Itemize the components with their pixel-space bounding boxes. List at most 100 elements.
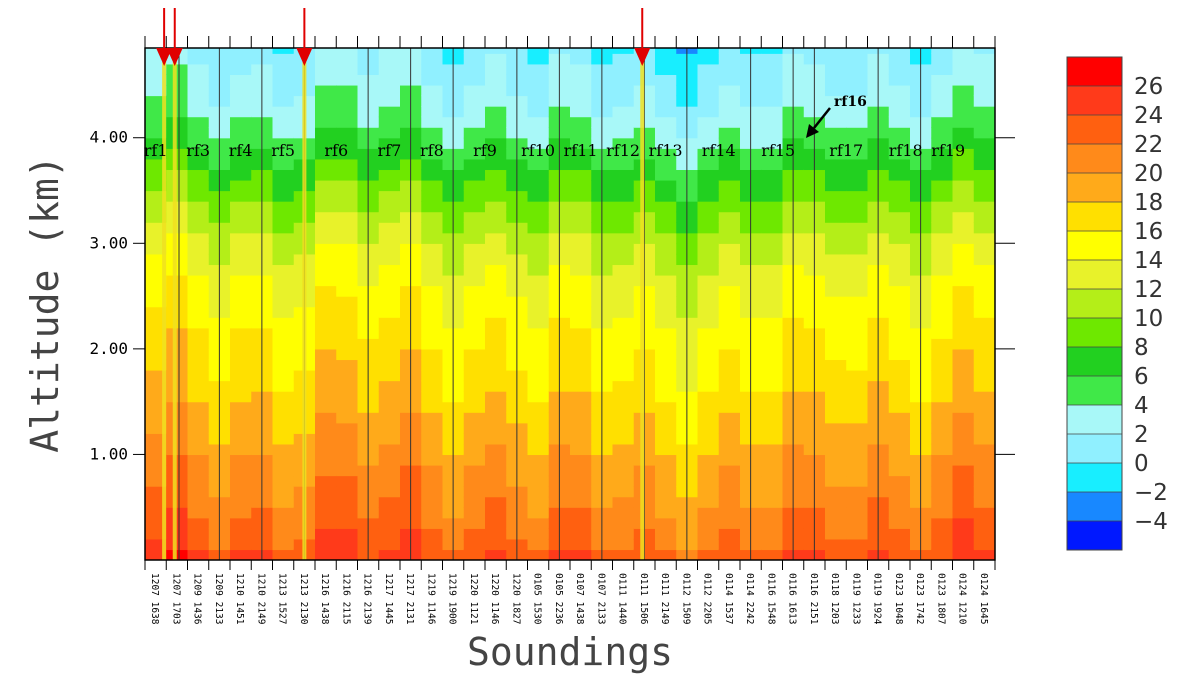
- heatmap-cell: [718, 517, 741, 529]
- heatmap-cell: [527, 359, 550, 371]
- heatmap-cell: [166, 201, 189, 213]
- heatmap-cell: [485, 517, 507, 529]
- heatmap-cell: [145, 348, 167, 361]
- heatmap-cell: [485, 116, 507, 128]
- heatmap-cell: [888, 454, 911, 466]
- heatmap-cell: [888, 538, 911, 551]
- highlight-arrow: [296, 8, 313, 66]
- heatmap-cell: [570, 306, 592, 318]
- heatmap-cell: [230, 211, 252, 223]
- heatmap-cell: [463, 127, 486, 139]
- heatmap-cell: [315, 48, 337, 54]
- heatmap-cell: [230, 201, 252, 213]
- heatmap-cell: [272, 201, 295, 213]
- heatmap-cell: [272, 401, 295, 413]
- heatmap-cell: [931, 412, 954, 424]
- heatmap-cell: [378, 443, 401, 456]
- heatmap-cell: [166, 84, 189, 97]
- heatmap-cell: [421, 549, 444, 560]
- heatmap-cell: [527, 201, 550, 213]
- heatmap-cell: [463, 179, 486, 192]
- heatmap-cell: [931, 116, 954, 128]
- heatmap-cell: [612, 369, 635, 382]
- heatmap-cell: [463, 412, 486, 424]
- heatmap-cell: [888, 148, 911, 160]
- sounding-tick-label: 1216 1438: [319, 573, 330, 625]
- heatmap-cell: [272, 106, 295, 118]
- heatmap-cell: [952, 53, 975, 65]
- heatmap-cell: [336, 443, 359, 456]
- heatmap-cell: [952, 158, 975, 171]
- heatmap-cell: [378, 222, 401, 234]
- heatmap-cell: [952, 401, 975, 413]
- heatmap-cell: [187, 127, 210, 139]
- sounding-tick-label: 0116 1548: [765, 573, 776, 625]
- sounding-tick-label: 0105 1530: [532, 573, 543, 625]
- colorbar-label: 24: [1134, 103, 1163, 129]
- heatmap-cell: [655, 116, 677, 128]
- heatmap-cell: [825, 464, 847, 477]
- heatmap-cell: [973, 274, 995, 287]
- heatmap-cell: [187, 359, 210, 371]
- heatmap-cell: [761, 148, 784, 160]
- heatmap-cell: [718, 327, 741, 339]
- heatmap-cell: [421, 391, 444, 403]
- heatmap-cell: [315, 285, 337, 297]
- sounding-tick-label: 0119 1924: [872, 573, 883, 625]
- heatmap-cell: [718, 169, 741, 181]
- heatmap-cell: [952, 380, 975, 392]
- heatmap-cell: [421, 179, 444, 192]
- sounding-tick-label: 1217 2131: [404, 573, 415, 625]
- rf16-annotation-label: rf16: [834, 94, 867, 110]
- heatmap-cell: [527, 243, 550, 255]
- heatmap-cell: [230, 243, 252, 255]
- heatmap-cell: [825, 53, 847, 65]
- heatmap-cell: [718, 549, 741, 560]
- y-axis-title: Altitude (km): [23, 155, 67, 452]
- heatmap-cell: [655, 169, 677, 181]
- heatmap-cell: [463, 53, 486, 65]
- heatmap-cell: [931, 74, 954, 86]
- heatmap-cell: [973, 517, 995, 529]
- heatmap-cell: [378, 158, 401, 171]
- heatmap-cell: [527, 285, 550, 297]
- heatmap-cell: [952, 296, 975, 308]
- heatmap-cell: [527, 401, 550, 413]
- heatmap-cell: [485, 74, 507, 86]
- heatmap-cell: [315, 359, 337, 371]
- heatmap-cell: [761, 106, 784, 118]
- heatmap-cell: [931, 496, 954, 508]
- heatmap-cell: [612, 116, 635, 128]
- heatmap-cell: [485, 338, 507, 350]
- heatmap-cell: [846, 348, 869, 361]
- heatmap-cell: [315, 53, 337, 65]
- heatmap-cell: [888, 201, 911, 213]
- heatmap-cell: [570, 48, 592, 54]
- heatmap-cell: [378, 306, 401, 318]
- colorbar-swatch: [1067, 376, 1122, 406]
- heatmap-cell: [825, 380, 847, 392]
- heatmap-cell: [761, 243, 784, 255]
- heatmap-cell: [145, 264, 167, 276]
- heatmap-cell: [952, 106, 975, 118]
- heatmap-cell: [931, 338, 954, 350]
- heatmap-cell: [973, 507, 995, 519]
- heatmap-cell: [166, 74, 189, 86]
- heatmap-cell: [378, 454, 401, 466]
- heatmap-cell: [718, 412, 741, 424]
- heatmap-cell: [187, 517, 210, 529]
- heatmap-cell: [825, 127, 847, 139]
- heatmap-cell: [570, 158, 592, 171]
- heatmap-cell: [697, 369, 720, 382]
- heatmap-cell: [761, 296, 784, 308]
- heatmap-cell: [315, 211, 337, 223]
- heatmap-cell: [145, 359, 167, 371]
- heatmap-cell: [952, 179, 975, 192]
- heatmap-cell: [378, 549, 401, 560]
- heatmap-cell: [697, 517, 720, 529]
- sounding-tick-label: 0111 1440: [617, 573, 628, 625]
- heatmap-cell: [973, 380, 995, 392]
- heatmap-cell: [570, 95, 592, 107]
- heatmap-cell: [485, 95, 507, 107]
- heatmap-cell: [952, 169, 975, 181]
